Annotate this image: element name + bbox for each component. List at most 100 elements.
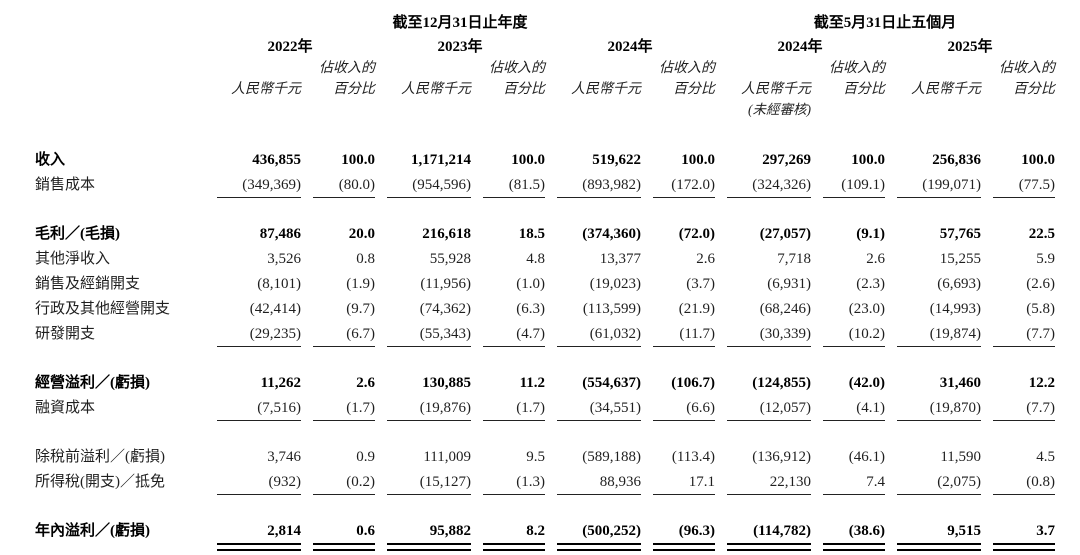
percent-cell: (113.4): [671, 449, 716, 465]
rule-line: [823, 346, 886, 347]
rule-line: [897, 197, 982, 198]
row-label: 收入: [35, 152, 66, 168]
spacer-cell: [35, 6, 205, 32]
percent-cell: 5.9: [1036, 251, 1056, 267]
rule-cell: [811, 194, 886, 204]
row-label: 經營溢利／(虧損): [35, 375, 150, 391]
spacer-cell: [715, 56, 811, 77]
period-group-title: 截至5月31日止五個月: [813, 15, 957, 31]
section-gap-row: [35, 501, 1055, 515]
amount-cell: (14,993): [929, 301, 982, 317]
percent-cell: 0.9: [356, 449, 375, 465]
amount-cell: (42,414): [249, 301, 301, 317]
table-row: 除稅前溢利／(虧損) 3,746 0.9 111,009 9.5 (589,188) (11…: [35, 441, 1055, 466]
amount-cell: (19,870): [929, 400, 982, 416]
rule-line: [387, 494, 471, 495]
header-gap-row: [35, 118, 1055, 144]
percent-cell: 7.4: [866, 474, 886, 490]
percent-cell: (11.7): [679, 326, 716, 342]
amount-cell: 216,618: [422, 226, 471, 242]
percent-cell: 12.2: [1028, 375, 1056, 391]
amount-cell: 88,936: [599, 474, 641, 490]
percent-cell: (72.0): [678, 226, 716, 242]
rule-line: [217, 494, 301, 495]
amount-cell: (6,693): [937, 276, 982, 292]
spacer-cell: [205, 56, 301, 77]
spacer-cell: [471, 98, 545, 118]
percent-cell: (9.1): [856, 226, 886, 242]
percent-cell: 3.7: [1036, 523, 1056, 539]
spacer-cell: [35, 353, 1055, 367]
unaudited-note: [375, 98, 471, 118]
rule-cell: [641, 491, 716, 501]
amount-cell: (19,023): [589, 276, 641, 292]
amount-cell: (2,075): [937, 474, 982, 490]
percent-cell: (80.0): [338, 177, 375, 193]
rule-cell: [375, 491, 471, 501]
amount-cell: 3,526: [267, 251, 301, 267]
rule-line: [993, 420, 1056, 421]
spacer-cell: [35, 98, 205, 118]
spacer-cell: [885, 56, 981, 77]
rule-cell: [471, 343, 545, 353]
rule-cell: [641, 540, 716, 551]
percent-cell: (2.3): [856, 276, 886, 292]
amount-cell: (8,101): [257, 276, 301, 292]
unaudited-note: [545, 98, 641, 118]
amount-cell: (114,782): [753, 523, 812, 539]
amount-cell: (11,956): [420, 276, 471, 292]
percent-cell: (0.2): [346, 474, 375, 490]
table-row: 年內溢利／(虧損) 2,814 0.6 95,882 8.2 (500,252) (96.3…: [35, 515, 1055, 540]
unit-header-row: 人民幣千元 百分比 人民幣千元 百分比 人民幣千元 百分比 人民幣千元 百分比 人民幣千元 百分比: [35, 77, 1055, 98]
currency-unit-header: 人民幣千元: [401, 82, 471, 97]
row-label: 銷售成本: [35, 177, 96, 193]
percent-cell: (4.7): [516, 326, 545, 342]
table-row: 經營溢利／(虧損) 11,262 2.6 130,885 11.2 (554,637) (1…: [35, 367, 1055, 392]
percent-cell: 100.0: [511, 152, 545, 168]
currency-unit-header: 人民幣千元: [741, 82, 812, 97]
amount-cell: 55,928: [429, 251, 471, 267]
spacer-cell: [545, 56, 641, 77]
percent-cell: (1.7): [346, 400, 375, 416]
amount-cell: (15,127): [419, 474, 471, 490]
amount-cell: (589,188): [582, 449, 641, 465]
percent-cell: (106.7): [671, 375, 716, 391]
double-rule-line: [727, 543, 812, 551]
amount-cell: (12,057): [759, 400, 812, 416]
rule-cell: [375, 417, 471, 427]
amount-cell: 87,486: [259, 226, 301, 242]
rule-cell: [811, 491, 886, 501]
rule-cell: [641, 194, 716, 204]
rule-cell: [885, 194, 982, 204]
amount-cell: 95,882: [429, 523, 471, 539]
currency-unit-header: 人民幣千元: [911, 82, 982, 97]
percent-cell: (81.5): [508, 177, 545, 193]
rule-line: [897, 346, 982, 347]
percent-cell: (2.6): [1026, 276, 1056, 292]
amount-cell: 3,746: [267, 449, 301, 465]
spacer-cell: [35, 540, 205, 551]
amount-cell: (30,339): [759, 326, 812, 342]
unaudited-note: [205, 98, 301, 118]
amount-cell: 31,460: [939, 375, 982, 391]
spacer-cell: [35, 118, 1055, 144]
spacer-cell: [375, 56, 471, 77]
percent-cell: 20.0: [348, 226, 375, 242]
percent-cell: 2.6: [696, 251, 716, 267]
pct-of-revenue-header: 佔收入的: [319, 61, 375, 76]
row-label: 毛利／(毛損): [35, 226, 120, 242]
rule-cell: [811, 417, 886, 427]
spacer-cell: [35, 417, 205, 427]
table-row: 融資成本 (7,516) (1.7) (19,876) (1.7) (34,551) (6.…: [35, 392, 1055, 417]
rule-line: [823, 420, 886, 421]
rule-line: [557, 494, 641, 495]
percent-cell: (5.8): [1026, 301, 1056, 317]
amount-cell: (29,235): [249, 326, 301, 342]
amount-cell: 7,718: [777, 251, 812, 267]
amount-cell: 130,885: [422, 375, 471, 391]
section-gap-row: [35, 427, 1055, 441]
rule-cell: [715, 343, 812, 353]
amount-cell: (932): [268, 474, 302, 490]
rule-line: [313, 420, 375, 421]
